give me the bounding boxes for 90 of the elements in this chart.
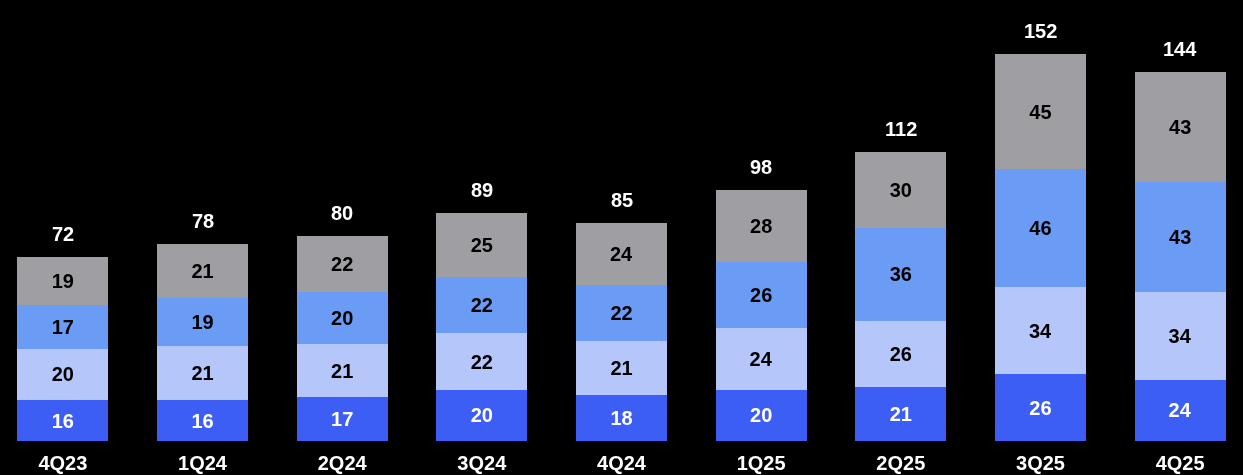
data-label: 46: [1029, 217, 1052, 240]
bar: [995, 287, 1086, 375]
bar: [157, 297, 248, 347]
data-label: 34: [1028, 319, 1053, 342]
x-tick-label: 2Q25: [876, 452, 926, 474]
data-label: 26: [750, 283, 773, 306]
data-label: 21: [191, 259, 214, 282]
bar: [576, 394, 667, 441]
x-tick-label: 2Q24: [317, 452, 368, 474]
data-label: 21: [191, 362, 214, 385]
data-label: 28: [750, 214, 773, 237]
data-label: 25: [470, 234, 493, 257]
x-tick-label: 4Q25: [1155, 452, 1205, 474]
data-label: 20: [331, 307, 354, 330]
bar: [436, 212, 528, 278]
bar: [157, 400, 248, 441]
data-label: 21: [610, 356, 633, 379]
bar: [855, 151, 947, 229]
x-tick-label: 1Q24: [178, 452, 228, 474]
bar: [576, 341, 667, 395]
bar: [715, 389, 807, 441]
total-label: 112: [885, 118, 918, 140]
bar: [296, 397, 388, 441]
bar: [1134, 182, 1226, 293]
bar: [296, 343, 388, 398]
data-label: 16: [51, 409, 74, 432]
data-label: 22: [331, 253, 354, 276]
total-label: 85: [611, 189, 634, 211]
total-label: 80: [331, 202, 354, 224]
bar: [296, 292, 388, 344]
bar: [296, 236, 388, 293]
total-label: 98: [750, 156, 773, 178]
x-tick-label: 4Q23: [38, 452, 88, 474]
data-label: 36: [889, 263, 912, 286]
bar: [17, 305, 109, 349]
data-label: 24: [609, 242, 634, 265]
data-label: 17: [51, 315, 74, 338]
total-label: 144: [1163, 38, 1198, 60]
data-label: 22: [470, 350, 493, 373]
x-tick-label: 4Q24: [597, 452, 647, 474]
bar: [576, 284, 667, 342]
data-label: 30: [889, 178, 912, 201]
total-label: 152: [1024, 20, 1058, 42]
data-label: 21: [331, 359, 354, 382]
data-label: 20: [51, 363, 74, 386]
bar: [17, 256, 109, 306]
data-label: 34: [1168, 324, 1192, 347]
bar: [1134, 379, 1226, 441]
bar: [436, 333, 528, 390]
bar: [436, 277, 528, 334]
data-label: 19: [51, 269, 74, 292]
data-label: 19: [191, 310, 214, 333]
x-tick-label: 3Q24: [457, 452, 508, 474]
data-label: 17: [331, 408, 354, 431]
bar: [436, 389, 528, 441]
data-label: 24: [749, 348, 773, 371]
data-label: 43: [1169, 226, 1192, 249]
total-label: 78: [192, 210, 215, 232]
data-label: 45: [1029, 100, 1052, 123]
bar: [1134, 292, 1226, 380]
x-tick-label: 1Q25: [736, 452, 786, 474]
data-label: 18: [610, 406, 633, 429]
bar: [995, 169, 1086, 288]
data-label: 16: [191, 409, 214, 432]
data-label: 20: [470, 404, 493, 427]
data-label: 26: [1029, 396, 1052, 419]
data-label: 22: [470, 294, 493, 317]
bar: [855, 387, 947, 441]
data-label: 20: [750, 404, 773, 427]
data-label: 26: [889, 342, 912, 365]
bar: [715, 261, 807, 329]
bar: [17, 400, 109, 441]
bar: [855, 228, 947, 321]
bar: [576, 223, 667, 285]
bar: [157, 346, 248, 401]
bar: [995, 54, 1086, 170]
data-label: 43: [1169, 116, 1192, 139]
bar: [1134, 72, 1226, 183]
bar: [715, 328, 807, 390]
total-label: 72: [52, 223, 75, 245]
data-label: 21: [889, 403, 912, 426]
x-tick-label: 3Q25: [1016, 452, 1065, 474]
bar: [995, 374, 1086, 441]
total-label: 89: [471, 179, 494, 201]
bar: [17, 348, 109, 401]
bar: [715, 189, 807, 262]
data-label: 24: [1168, 399, 1192, 422]
bar: [855, 320, 947, 388]
data-label: 22: [610, 301, 633, 324]
bar: [157, 243, 248, 298]
